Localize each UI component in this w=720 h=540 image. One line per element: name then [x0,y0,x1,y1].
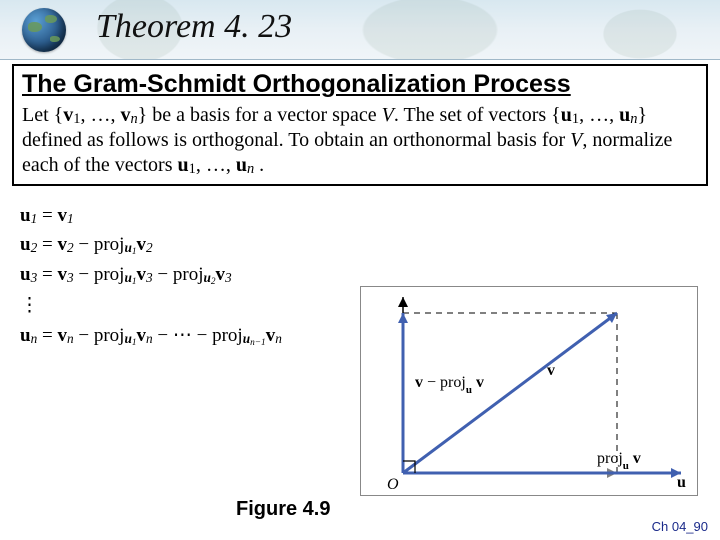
proj: proj [212,325,243,346]
equation-block: u1 = v1 u2 = v2 − proju1v2 u3 = v3 − pro… [20,198,380,355]
space-v: V [570,129,582,151]
u: u [20,264,31,285]
minus: − [74,264,94,285]
eq-vdots: ⋮ [20,294,380,317]
sub: n−1 [250,338,266,348]
text: Let { [22,104,63,126]
eq-row-3: u3 = v3 − proju1v3 − proju2v3 [20,264,380,287]
vec-v: v [63,104,73,126]
eq-row-n: un = vn − proju1vn − ⋯ − projun−1vn [20,324,380,348]
text: } be a basis for a vector space [138,104,382,126]
svg-text:O: O [387,476,399,493]
v: v [266,325,276,346]
sub: 3 [146,270,153,285]
sub: 1 [67,211,74,226]
text: . The set of vectors { [394,104,561,126]
u: u [20,325,31,346]
minus: − [74,325,94,346]
u: u [243,331,250,346]
sub: 2 [67,240,74,255]
svg-text:proju v: proju v [597,450,641,472]
u: u [20,234,31,255]
svg-text:u: u [677,474,686,491]
sub: 3 [67,270,74,285]
v: v [137,325,147,346]
v: v [57,234,67,255]
v: v [137,264,147,285]
u: u [124,270,131,285]
v: v [57,264,67,285]
eq-row-2: u2 = v2 − proju1v2 [20,234,380,257]
v: v [216,264,226,285]
minus: − [153,264,173,285]
sub: n [275,331,282,346]
u: u [124,240,131,255]
text: . [254,154,264,176]
vec-u: u [177,154,188,176]
v: v [57,205,67,226]
slide-footer: Ch 04_90 [652,519,708,534]
sub: 2 [146,240,153,255]
figure-diagram: Ou v proju v v − proju v [360,286,698,496]
slide-title: Theorem 4. 23 [96,8,292,46]
theorem-box: The Gram-Schmidt Orthogonalization Proce… [12,64,708,186]
proj: proj [173,264,204,285]
globe-icon [22,8,66,52]
slide-header: Theorem 4. 23 [0,0,720,60]
text: , …, [80,104,120,126]
ellipsis: − ⋯ − [153,325,212,346]
sub: n [67,331,74,346]
proj: proj [94,325,125,346]
figure-label: Figure 4.9 [236,498,330,521]
space-v: V [382,104,394,126]
equals: = [37,325,57,346]
u: u [20,205,31,226]
text: , …, [579,104,619,126]
vec-v: v [120,104,130,126]
proj: proj [94,264,125,285]
text: , …, [196,154,236,176]
v: v [57,325,67,346]
sub-1: 1 [189,161,196,177]
sub: n [146,331,153,346]
equals: = [37,234,57,255]
u: u [124,331,131,346]
svg-text:v − proju v: v − proju v [415,374,484,396]
proj: proj [94,234,125,255]
theorem-body: Let {v1, …, vn} be a basis for a vector … [22,103,698,178]
vec-u: u [619,104,630,126]
vec-u: u [236,154,247,176]
sub-n: n [130,111,137,127]
figure-svg: Ou v proju v v − proju v [361,287,699,497]
u: u [203,270,210,285]
v: v [137,234,147,255]
equals: = [37,264,57,285]
minus: − [74,234,94,255]
vec-u: u [561,104,572,126]
equals: = [37,205,57,226]
eq-row-1: u1 = v1 [20,205,380,227]
svg-text:v: v [547,362,555,379]
theorem-heading: The Gram-Schmidt Orthogonalization Proce… [22,70,698,99]
sub: 3 [225,270,232,285]
